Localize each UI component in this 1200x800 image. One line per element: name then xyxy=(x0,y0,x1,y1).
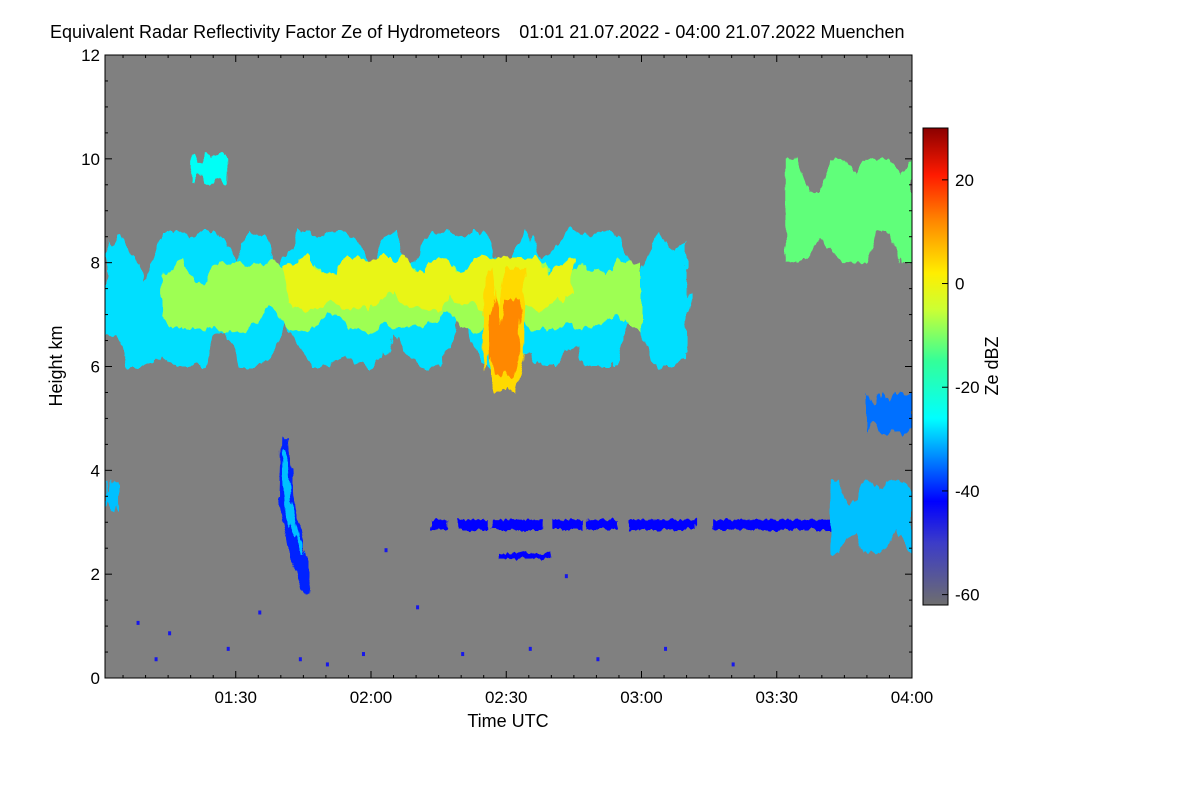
echo-speck xyxy=(416,605,420,610)
y-tick-label: 10 xyxy=(81,150,100,169)
colorbar-label: Ze dBZ xyxy=(982,336,1002,395)
echo-shape xyxy=(830,480,912,554)
echo-speck xyxy=(664,646,668,651)
echo-shape xyxy=(105,480,119,512)
colorbar xyxy=(922,127,949,606)
echo-speck xyxy=(731,662,735,667)
echo-speck xyxy=(528,646,532,651)
echo-shape xyxy=(488,299,520,377)
echo-shape xyxy=(785,158,912,263)
colorbar-axis: 20 0 -20 -40 -60 xyxy=(942,171,980,605)
y-tick-label: 8 xyxy=(91,254,100,273)
colorbar-tick-label: -60 xyxy=(955,586,980,605)
echo-shape xyxy=(866,392,912,434)
echo-segment xyxy=(713,519,912,531)
echo-midlevel-cloud-east xyxy=(830,480,912,554)
echo-segment xyxy=(497,553,552,559)
y-tick-label: 6 xyxy=(91,358,100,377)
chart-title-main: Equivalent Radar Reflectivity Factor Ze … xyxy=(50,22,501,42)
echo-speck xyxy=(168,631,172,636)
echo-upper-cloud-east xyxy=(785,158,912,263)
echo-shape-core xyxy=(282,449,305,554)
echo-low-echo-west xyxy=(105,480,119,512)
echo-upper-cirrus-patch xyxy=(190,153,227,185)
x-tick-label: 02:30 xyxy=(485,688,528,707)
echo-midlevel-thin-layer xyxy=(429,519,912,559)
echo-speck xyxy=(298,657,302,662)
colorbar-tick-label: 0 xyxy=(955,275,964,294)
chart-title: Equivalent Radar Reflectivity Factor Ze … xyxy=(50,22,905,43)
echo-segment xyxy=(429,519,448,531)
x-tick-label: 03:30 xyxy=(755,688,798,707)
echo-speck xyxy=(461,652,465,657)
echo-speck xyxy=(564,574,568,579)
echo-speck xyxy=(596,657,600,662)
colorbar-tick-label: -40 xyxy=(955,482,980,501)
echo-speck xyxy=(361,652,365,657)
colorbar-tick-label: -20 xyxy=(955,378,980,397)
x-axis-label: Time UTC xyxy=(467,711,548,731)
echo-speck xyxy=(136,620,140,625)
echo-speck xyxy=(154,657,158,662)
echo-segment xyxy=(492,519,543,531)
echo-fall-streak xyxy=(278,439,310,595)
heatmap-area xyxy=(105,153,912,667)
x-tick-label: 02:00 xyxy=(350,688,393,707)
colorbar-tick-label: 20 xyxy=(955,171,974,190)
x-tick-label: 03:00 xyxy=(620,688,663,707)
echo-speck xyxy=(258,610,262,615)
y-axis: 0 2 4 6 8 10 12 xyxy=(81,46,912,688)
chart-title-period: 01:01 21.07.2022 - 04:00 21.07.2022 Muen… xyxy=(519,22,905,42)
echo-segment xyxy=(627,519,696,531)
echo-shape xyxy=(190,153,227,185)
x-axis: 01:30 02:00 02:30 03:00 03:30 04:00 xyxy=(122,55,934,707)
echo-speck xyxy=(325,662,329,667)
echo-segment xyxy=(456,519,489,531)
y-tick-label: 0 xyxy=(91,669,100,688)
x-tick-label: 04:00 xyxy=(891,688,934,707)
echo-segment xyxy=(587,519,619,531)
y-tick-label: 12 xyxy=(81,46,100,65)
echo-speck xyxy=(384,548,388,553)
x-tick-label: 01:30 xyxy=(214,688,257,707)
echo-speck xyxy=(226,646,230,651)
echo-convective-core-inner xyxy=(488,299,520,377)
y-tick-label: 4 xyxy=(91,461,100,480)
y-tick-label: 2 xyxy=(91,565,100,584)
echo-small-echo-east xyxy=(866,392,912,434)
echo-segment xyxy=(551,519,583,531)
y-axis-label: Height km xyxy=(46,325,66,406)
